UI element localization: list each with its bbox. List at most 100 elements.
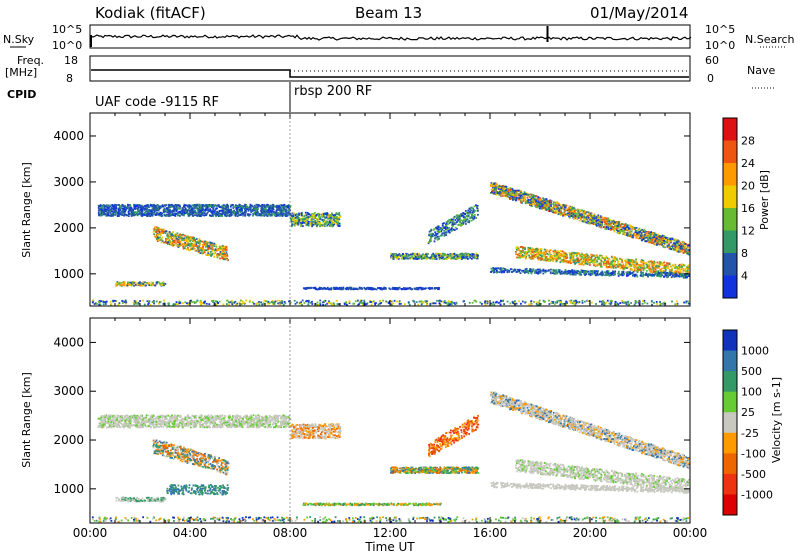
echo-cell [236,207,239,210]
echo-cell [142,281,145,284]
echo-cell [587,222,590,225]
echo-cell [606,217,608,220]
echo-cell [645,236,648,239]
echo-cell [456,217,458,220]
echo-cell [170,242,172,245]
echo-cell [123,282,125,285]
echo-cell [472,217,475,220]
echo-cell [338,213,341,216]
echo-cell [294,216,297,219]
echo-cell [114,210,116,212]
echo-cell [123,205,126,208]
echo-cell [292,218,295,221]
echo-cell [598,225,601,228]
echo-cell [254,208,257,210]
echo-cell [122,204,125,207]
echo-cell [492,185,495,187]
echo-cell [335,221,338,223]
echo-cell [583,213,585,216]
echo-cell [519,195,522,197]
echo-cell [185,235,188,238]
echo-cell [335,213,338,215]
echo-cell [198,204,200,206]
echo-cell [153,233,156,236]
echo-cell [625,224,627,226]
echo-cell [160,238,163,241]
echo-cell [190,210,193,212]
echo-cell [115,282,118,285]
echo-cell [637,234,640,237]
echo-cell [195,249,198,252]
echo-cell [606,220,608,223]
echo-cell [646,231,648,234]
echo-cell [626,228,628,230]
echo-cell [599,215,602,218]
echo-cell [329,217,332,219]
echo-cell [175,210,178,212]
echo-cell [528,201,530,204]
echo-cell [200,206,202,209]
echo-cell [255,214,258,217]
echo-cell [160,206,163,209]
echo-cell [550,200,552,203]
echo-cell [323,218,325,221]
echo-cell [177,238,180,241]
echo-cell [186,213,189,215]
echo-cell [256,206,259,209]
echo-cell [153,209,156,212]
echo-cell [194,249,197,252]
echo-cell [552,203,555,206]
echo-cell [194,205,197,207]
echo-cell [134,206,137,209]
echo-cell [283,206,285,208]
echo-cell [504,187,507,190]
echo-cell [192,236,194,239]
echo-cell [414,257,417,260]
echo-cell [255,207,258,210]
echo-cell [119,207,122,209]
echo-cell [523,197,526,200]
echo-cell [498,192,500,194]
echo-cell [552,210,554,212]
echo-cell [665,239,667,241]
echo-cell [452,228,455,231]
echo-cell [110,204,113,206]
echo-cell [147,205,149,208]
echo-cell [581,209,583,212]
echo-cell [490,183,493,186]
echo-cell [172,204,175,207]
echo-cell [565,204,568,207]
echo-cell [139,205,141,207]
echo-cell [309,222,311,225]
echo-cell [678,249,681,252]
echo-cell [128,212,130,215]
echo-cell [169,213,172,216]
echo-cell [381,288,383,291]
echo-cell [272,204,275,206]
echo-cell [164,210,167,213]
echo-cell [498,193,501,196]
echo-cell [469,217,472,219]
echo-cell [191,204,194,207]
echo-cell [672,242,675,245]
echo-cell [432,252,435,255]
echo-cell [337,216,340,219]
echo-cell [329,218,332,220]
echo-cell [521,192,524,195]
echo-cell [129,205,132,208]
echo-cell [401,254,404,257]
echo-cell [193,240,196,243]
echo-cell [611,220,614,223]
echo-cell [437,252,440,255]
echo-cell [190,205,193,208]
echo-cell [278,214,281,217]
echo-cell [113,209,115,212]
echo-cell [312,222,315,225]
echo-cell [242,211,245,214]
echo-cell [430,256,432,259]
echo-cell [109,212,112,214]
echo-cell [149,204,152,207]
echo-cell [213,211,215,213]
echo-cell [402,288,405,290]
echo-cell [112,214,114,216]
